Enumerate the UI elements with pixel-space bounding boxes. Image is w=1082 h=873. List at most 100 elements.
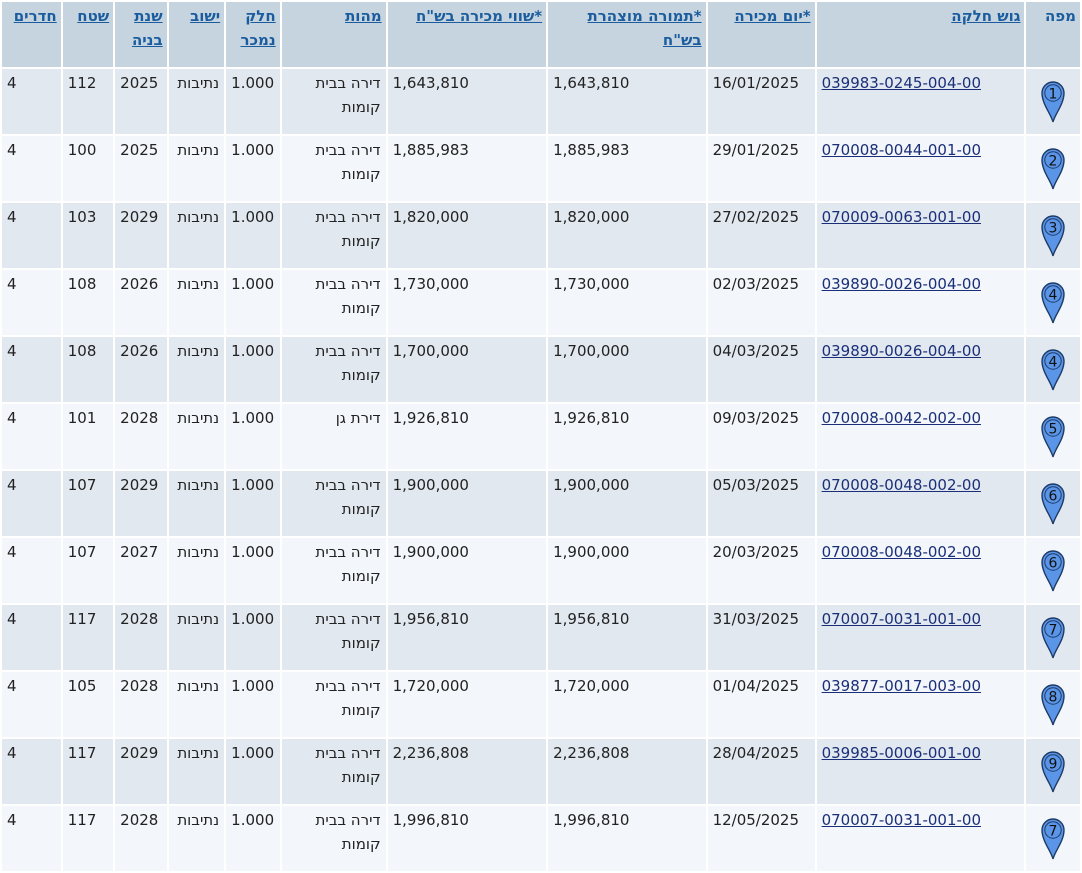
map-cell[interactable]: 3 — [1026, 203, 1080, 268]
gush-cell[interactable]: 070009-0063-001-00 — [816, 203, 1025, 268]
sort-year-link[interactable]: שנת בניה — [131, 7, 163, 49]
type-cell: דירה בבית קומות — [281, 270, 386, 335]
header-gush[interactable]: גוש חלקה — [816, 2, 1025, 67]
gush-cell[interactable]: 070007-0031-001-00 — [816, 605, 1025, 670]
gush-link[interactable]: 070007-0031-001-00 — [821, 610, 981, 628]
type-cell: דירה בבית קומות — [281, 337, 386, 402]
area-cell: 108 — [62, 337, 114, 402]
city-cell: נתיבות — [168, 538, 225, 603]
gush-link[interactable]: 039890-0026-004-00 — [821, 342, 981, 360]
header-area[interactable]: שטח — [62, 2, 114, 67]
city-cell: נתיבות — [168, 806, 225, 871]
header-declared[interactable]: *תמורה מוצהרת בש"ח — [548, 2, 706, 67]
sort-sale-value-link[interactable]: *שווי מכירה בש"ח — [415, 7, 543, 25]
gush-link[interactable]: 070008-0048-002-00 — [821, 543, 981, 561]
gush-link[interactable]: 070008-0042-002-00 — [821, 409, 981, 427]
map-cell[interactable]: 4 — [1026, 270, 1080, 335]
rooms-cell: 4 — [2, 605, 61, 670]
area-cell: 105 — [62, 672, 114, 737]
map-cell[interactable]: 9 — [1026, 739, 1080, 804]
sort-sale-date-link[interactable]: *יום מכירה — [734, 7, 811, 25]
declared-cell: 1,900,000 — [548, 538, 706, 603]
part-cell: 1.000 — [226, 203, 280, 268]
header-sale-date[interactable]: *יום מכירה — [707, 2, 815, 67]
map-pin-icon[interactable]: 6 — [1040, 549, 1066, 593]
gush-link[interactable]: 070008-0048-002-00 — [821, 476, 981, 494]
map-pin-number: 2 — [1049, 153, 1058, 169]
rooms-cell: 4 — [2, 471, 61, 536]
map-pin-icon[interactable]: 7 — [1040, 817, 1066, 861]
map-pin-icon[interactable]: 4 — [1040, 281, 1066, 325]
gush-link[interactable]: 039985-0006-001-00 — [821, 744, 981, 762]
map-cell[interactable]: 2 — [1026, 136, 1080, 201]
type-cell: דירה בבית קומות — [281, 136, 386, 201]
map-cell[interactable]: 5 — [1026, 404, 1080, 469]
header-sale-value[interactable]: *שווי מכירה בש"ח — [387, 2, 547, 67]
gush-cell[interactable]: 039983-0245-004-00 — [816, 69, 1025, 134]
area-cell: 117 — [62, 739, 114, 804]
sort-declared-link[interactable]: *תמורה מוצהרת בש"ח — [587, 7, 702, 49]
map-pin-number: 4 — [1049, 287, 1058, 303]
map-pin-icon[interactable]: 9 — [1040, 750, 1066, 794]
map-pin-icon[interactable]: 3 — [1040, 214, 1066, 258]
sort-type-link[interactable]: מהות — [345, 7, 382, 25]
type-cell: דירה בבית קומות — [281, 605, 386, 670]
gush-link[interactable]: 070008-0044-001-00 — [821, 141, 981, 159]
city-cell: נתיבות — [168, 270, 225, 335]
sale-value-cell: 2,236,808 — [387, 739, 547, 804]
type-cell: דירה בבית קומות — [281, 538, 386, 603]
type-cell: דירת גן — [281, 404, 386, 469]
map-cell[interactable]: 7 — [1026, 605, 1080, 670]
part-cell: 1.000 — [226, 806, 280, 871]
sort-gush-link[interactable]: גוש חלקה — [951, 7, 1021, 25]
gush-cell[interactable]: 070008-0042-002-00 — [816, 404, 1025, 469]
area-cell: 108 — [62, 270, 114, 335]
map-cell[interactable]: 1 — [1026, 69, 1080, 134]
gush-cell[interactable]: 039890-0026-004-00 — [816, 337, 1025, 402]
rooms-cell: 4 — [2, 538, 61, 603]
table-row: 1 039983-0245-004-00 16/01/2025 1,643,810 1,… — [2, 69, 1080, 134]
gush-link[interactable]: 070007-0031-001-00 — [821, 811, 981, 829]
gush-cell[interactable]: 070008-0044-001-00 — [816, 136, 1025, 201]
gush-cell[interactable]: 039877-0017-003-00 — [816, 672, 1025, 737]
map-pin-icon[interactable]: 2 — [1040, 147, 1066, 191]
gush-cell[interactable]: 070008-0048-002-00 — [816, 538, 1025, 603]
gush-link[interactable]: 039890-0026-004-00 — [821, 275, 981, 293]
map-pin-icon[interactable]: 7 — [1040, 616, 1066, 660]
map-pin-icon[interactable]: 6 — [1040, 482, 1066, 526]
type-cell: דירה בבית קומות — [281, 739, 386, 804]
sort-part-link[interactable]: חלק נמכר — [240, 7, 276, 49]
gush-cell[interactable]: 070007-0031-001-00 — [816, 806, 1025, 871]
sale-date-cell: 28/04/2025 — [707, 739, 815, 804]
sort-area-link[interactable]: שטח — [77, 7, 110, 25]
gush-cell[interactable]: 039890-0026-004-00 — [816, 270, 1025, 335]
map-cell[interactable]: 8 — [1026, 672, 1080, 737]
gush-link[interactable]: 039983-0245-004-00 — [821, 74, 981, 92]
gush-cell[interactable]: 039985-0006-001-00 — [816, 739, 1025, 804]
declared-cell: 1,643,810 — [548, 69, 706, 134]
header-rooms[interactable]: חדרים — [2, 2, 61, 67]
header-type[interactable]: מהות — [281, 2, 386, 67]
map-pin-icon[interactable]: 8 — [1040, 683, 1066, 727]
map-cell[interactable]: 7 — [1026, 806, 1080, 871]
declared-cell: 1,956,810 — [548, 605, 706, 670]
map-pin-icon[interactable]: 5 — [1040, 415, 1066, 459]
gush-cell[interactable]: 070008-0048-002-00 — [816, 471, 1025, 536]
gush-link[interactable]: 039877-0017-003-00 — [821, 677, 981, 695]
sale-value-cell: 1,900,000 — [387, 538, 547, 603]
map-cell[interactable]: 6 — [1026, 538, 1080, 603]
year-cell: 2025 — [115, 69, 167, 134]
rooms-cell: 4 — [2, 672, 61, 737]
map-cell[interactable]: 4 — [1026, 337, 1080, 402]
header-city[interactable]: ישוב — [168, 2, 225, 67]
gush-link[interactable]: 070009-0063-001-00 — [821, 208, 981, 226]
map-cell[interactable]: 6 — [1026, 471, 1080, 536]
map-pin-icon[interactable]: 4 — [1040, 348, 1066, 392]
sort-city-link[interactable]: ישוב — [190, 7, 221, 25]
header-row: מפה גוש חלקה *יום מכירה *תמורה מוצהרת בש… — [2, 2, 1080, 67]
area-cell: 112 — [62, 69, 114, 134]
sort-rooms-link[interactable]: חדרים — [13, 7, 57, 25]
header-part[interactable]: חלק נמכר — [226, 2, 280, 67]
header-year[interactable]: שנת בניה — [115, 2, 167, 67]
map-pin-icon[interactable]: 1 — [1040, 80, 1066, 124]
